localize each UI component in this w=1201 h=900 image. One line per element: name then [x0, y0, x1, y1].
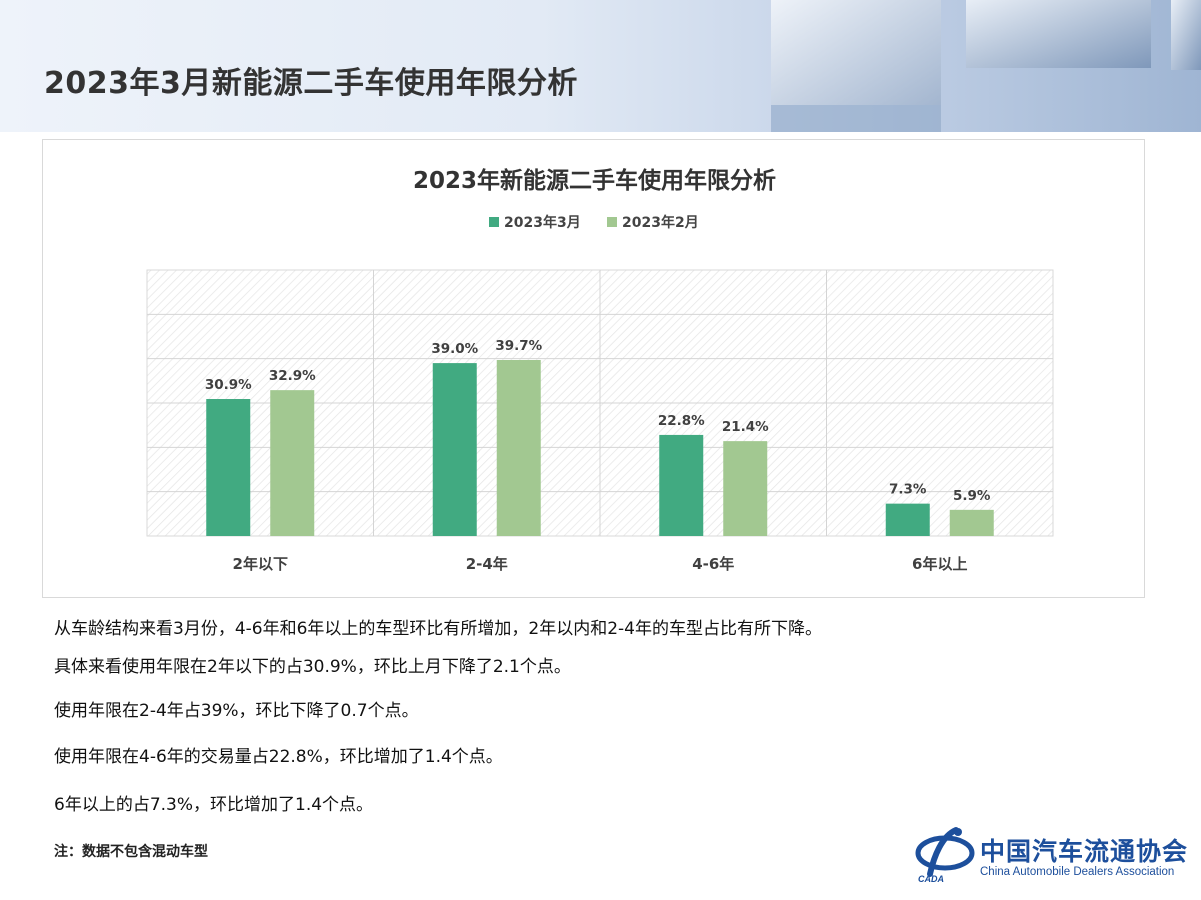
data-label: 7.3%: [889, 482, 927, 498]
data-label: 39.7%: [495, 338, 542, 354]
data-label: 30.9%: [205, 377, 252, 393]
data-label: 22.8%: [658, 413, 705, 429]
bar-2-4: [949, 509, 994, 536]
bar-1-3: [659, 434, 704, 536]
analysis-line-1: 从车龄结构来看3月份，4-6年和6年以上的车型环比有所增加，2年以内和2-4年的…: [54, 619, 822, 639]
data-label: 5.9%: [953, 488, 991, 504]
legend-swatch-1: [489, 217, 499, 227]
data-label: 39.0%: [431, 341, 478, 357]
bar-2-3: [723, 441, 768, 536]
analysis-line-5: 6年以上的占7.3%，环比增加了1.4个点。: [54, 795, 374, 815]
legend-label-1: 2023年3月: [504, 214, 581, 231]
bar-chart: 2023年新能源二手车使用年限分析 2023年3月 2023年2月 30.9% 32.9…: [146, 167, 1054, 573]
data-label: 21.4%: [722, 419, 769, 435]
analysis-line-2: 具体来看使用年限在2年以下的占30.9%，环比上月下降了2.1个点。: [54, 657, 571, 677]
legend-swatch-2: [607, 217, 617, 227]
bar-1-2: [432, 363, 477, 536]
analysis-line-3: 使用年限在2-4年占39%，环比下降了0.7个点。: [54, 701, 419, 721]
association-logo: CADA 中国汽车流通协会 China Automobile Dealers A…: [912, 826, 1197, 888]
x-tick-label: 6年以上: [912, 555, 967, 573]
chart-container: 2023年新能源二手车使用年限分析 2023年3月 2023年2月 30.9% 32.9…: [42, 139, 1145, 598]
x-tick-label: 2年以下: [233, 555, 288, 573]
bar-2-2: [496, 359, 541, 536]
bar-1-4: [885, 503, 930, 536]
chart-title: 2023年新能源二手车使用年限分析: [413, 167, 776, 194]
page-title: 2023年3月新能源二手车使用年限分析: [44, 66, 578, 101]
x-tick-label: 4-6年: [692, 555, 734, 573]
legend-label-2: 2023年2月: [622, 214, 699, 231]
bar-1-1: [206, 399, 251, 536]
analysis-line-4: 使用年限在4-6年的交易量占22.8%，环比增加了1.4个点。: [54, 747, 503, 767]
data-label: 32.9%: [269, 368, 316, 384]
x-tick-label: 2-4年: [466, 555, 508, 573]
logo-name-cn: 中国汽车流通协会: [980, 837, 1189, 866]
header-cubes-image: [771, 0, 1201, 132]
cada-logo-icon: [915, 827, 975, 877]
bar-2-1: [270, 390, 315, 536]
logo-name-en: China Automobile Dealers Association: [980, 866, 1175, 878]
footnote: 注：数据不包含混动车型: [54, 844, 208, 860]
logo-abbreviation: CADA: [918, 874, 944, 884]
header-banner: 2023年3月新能源二手车使用年限分析: [0, 0, 1201, 132]
